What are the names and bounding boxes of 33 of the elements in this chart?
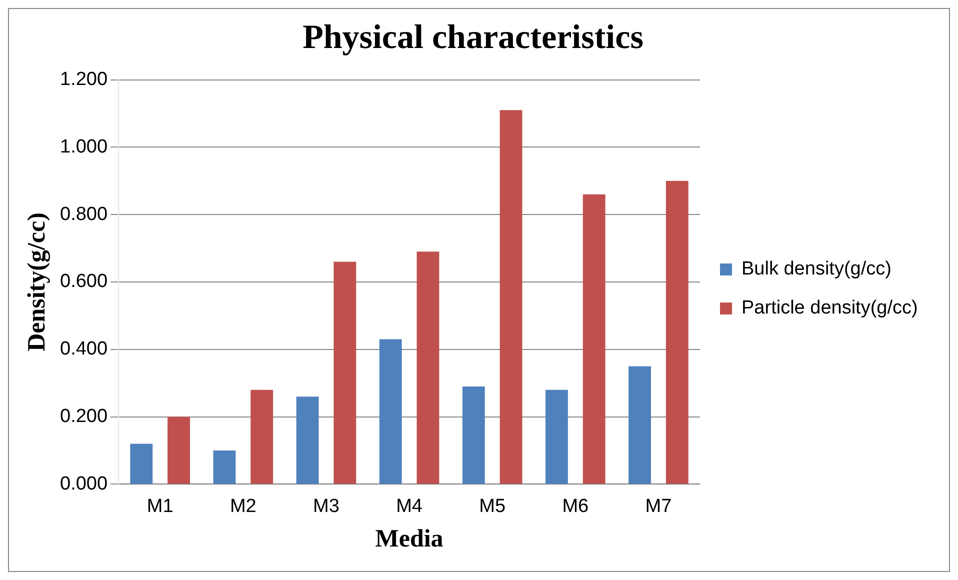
y-tick-label: 0.400 (60, 338, 108, 360)
x-axis-title: Media (375, 525, 444, 552)
y-tick-label: 1.200 (60, 69, 108, 90)
x-tick-label: M5 (479, 496, 506, 517)
legend-label: Bulk density(g/cc) (742, 258, 892, 280)
bar (213, 450, 236, 484)
x-tick-label: M3 (313, 496, 340, 517)
y-axis-title: Density(g/cc) (23, 212, 50, 352)
bar (168, 416, 190, 484)
y-tick-label: 0.200 (60, 406, 108, 428)
bar (416, 252, 440, 484)
bar (379, 339, 402, 484)
bar (546, 390, 568, 484)
x-tick-label: M1 (146, 496, 174, 517)
bar (130, 444, 153, 484)
x-tick-label: M2 (230, 496, 256, 517)
y-tick-label: 0.000 (60, 473, 108, 494)
x-tick-label: M6 (562, 496, 589, 517)
y-tick-label: 0.600 (60, 271, 108, 292)
bar (462, 386, 485, 484)
y-tick-label: 1.000 (60, 136, 108, 158)
y-tick-label: 0.800 (60, 204, 108, 225)
bar (250, 390, 274, 484)
bar (296, 396, 319, 484)
bar (628, 366, 651, 484)
bar (500, 110, 522, 484)
x-tick-label: M4 (396, 496, 423, 517)
bar (582, 194, 606, 484)
x-tick-label: M7 (645, 496, 672, 517)
bar (666, 180, 688, 484)
bar (334, 262, 356, 484)
chart-title: Physical characteristics (302, 19, 644, 56)
legend-label: Particle density(g/cc) (742, 298, 918, 319)
